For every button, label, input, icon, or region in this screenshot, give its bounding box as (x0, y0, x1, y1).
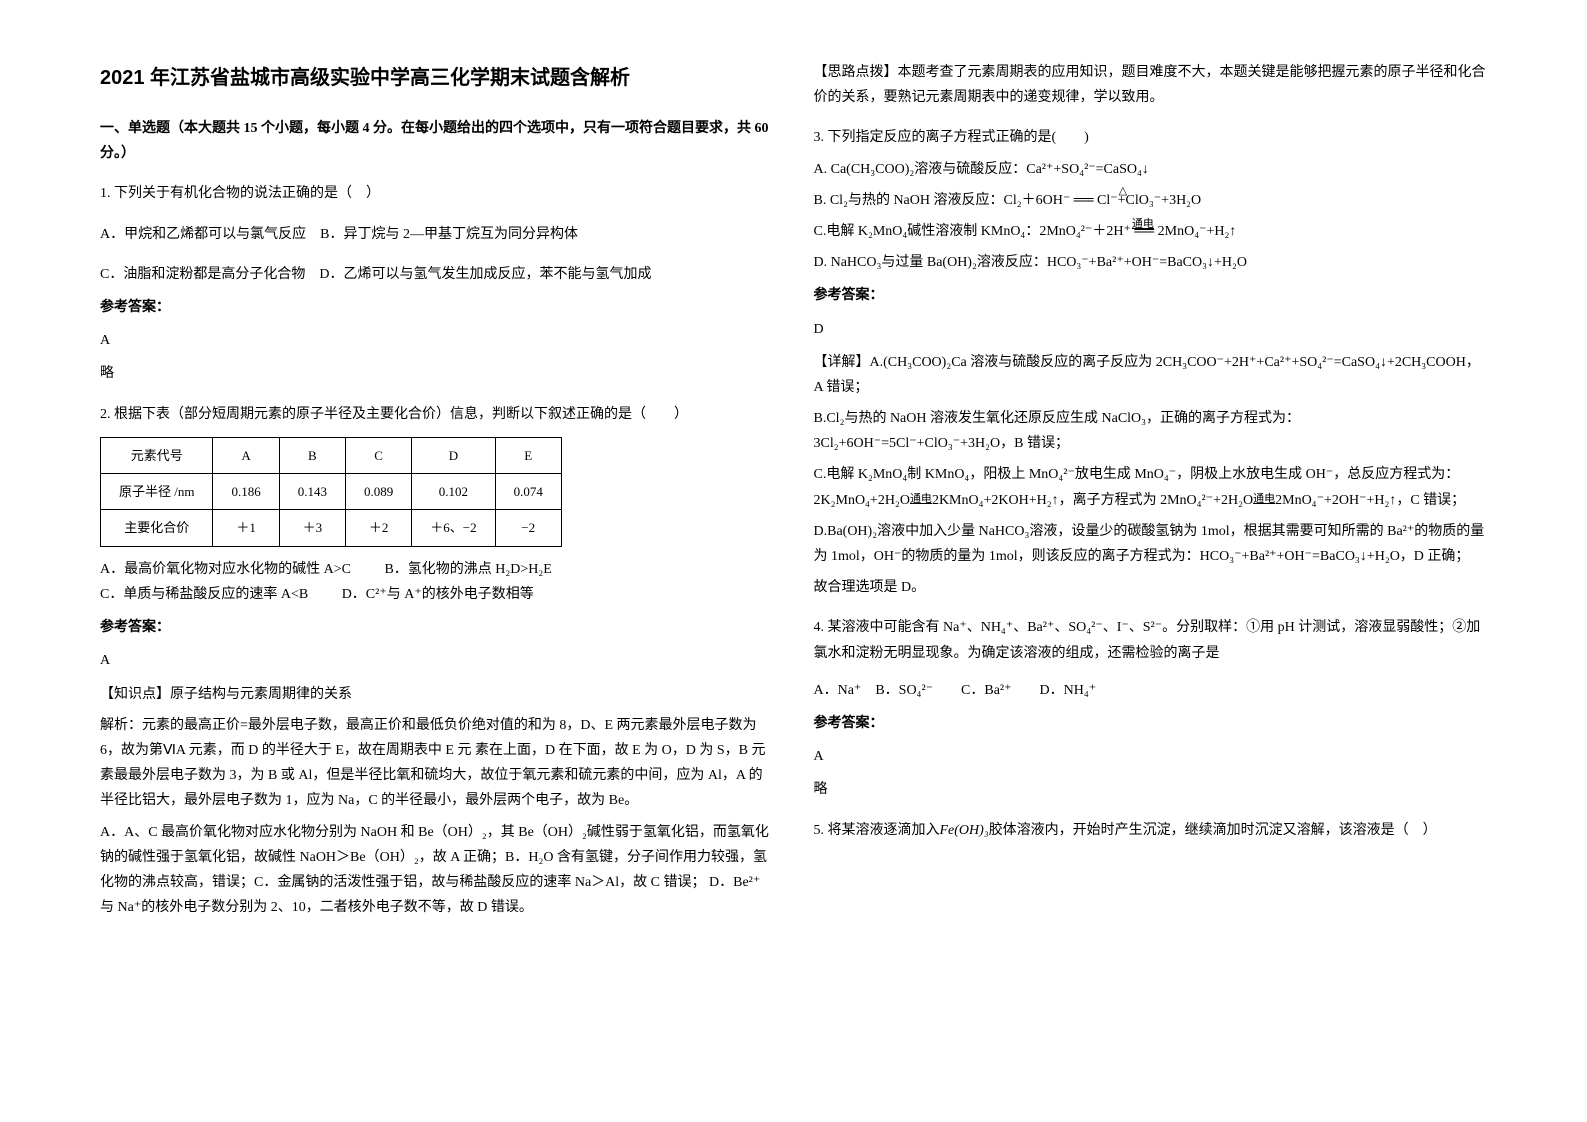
q5-stem: 5. 将某溶液逐滴加入Fe(OH)₃胶体溶液内，开始时产生沉淀，继续滴加时沉淀又… (814, 818, 1488, 843)
tip: 【思路点拨】本题考查了元素周期表的应用知识，题目难度不大，本题关键是能够把握元素… (814, 60, 1488, 110)
th: C (345, 437, 411, 473)
left-column: 2021 年江苏省盐城市高级实验中学高三化学期末试题含解析 一、单选题（本大题共… (80, 60, 794, 1062)
cell: ＋3 (279, 510, 345, 546)
q2-explain-2: A．A、C 最高价氧化物对应水化物分别为 NaOH 和 Be（OH）₂，其 Be… (100, 820, 774, 921)
q3-opt-a: A. Ca(CH₃COO)₂溶液与硫酸反应：Ca²⁺+SO₄²⁻=CaSO₄↓ (814, 157, 1488, 182)
cell: ＋2 (345, 510, 411, 546)
knowledge-label: 【知识点】原子结构与元素周期律的关系 (100, 682, 774, 707)
electro-mark: 通电 (1253, 493, 1275, 505)
th: A (213, 437, 279, 473)
q4-skip: 略 (814, 777, 1488, 802)
q1-stem: 1. 下列关于有机化合物的说法正确的是（ ） (100, 181, 774, 206)
th: E (495, 437, 561, 473)
q3-opt-d: D. NaHCO₃与过量 Ba(OH)₂溶液反应：HCO₃⁻+Ba²⁺+OH⁻=… (814, 250, 1488, 275)
th: D (412, 437, 495, 473)
answer-label: 参考答案： (814, 711, 1488, 736)
question-4: 4. 某溶液中可能含有 Na⁺、NH₄⁺、Ba²⁺、SO₄²⁻、I⁻、S²⁻。分… (814, 615, 1488, 802)
d3-2: 2KMnO₄+2KOH+H₂↑，离子方程式为 2MnO₄²⁻+2H₂O (932, 493, 1253, 508)
q3-opt-c: C.电解 K₂MnO₄碱性溶液制 KMnO₄：2MnO₄²⁻＋2H⁺ ══ 2M… (814, 219, 1488, 244)
th: 元素代号 (101, 437, 213, 473)
q2-opt-a: A．最高价氧化物对应水化物的碱性 A>C (100, 557, 351, 582)
q2-options: A．最高价氧化物对应水化物的碱性 A>C B．氢化物的沸点 H₂D>H₂E C．… (100, 557, 774, 607)
cell: −2 (495, 510, 561, 546)
th: B (279, 437, 345, 473)
answer-label: 参考答案： (100, 615, 774, 640)
question-1: 1. 下列关于有机化合物的说法正确的是（ ） A．甲烷和乙烯都可以与氯气反应 B… (100, 181, 774, 386)
q1-skip: 略 (100, 361, 774, 386)
q2-answer: A (100, 648, 774, 673)
q3-detail-b: B.Cl₂与热的 NaOH 溶液发生氧化还原反应生成 NaClO₃，正确的离子方… (814, 406, 1488, 456)
answer-label: 参考答案： (814, 283, 1488, 308)
q2-opt-c: C．单质与稀盐酸反应的速率 A<B (100, 582, 308, 607)
q5-p2: 胶体溶液内，开始时产生沉淀，继续滴加时沉淀又溶解，该溶液是（ ） (989, 823, 1437, 838)
q4-options: A．Na⁺ B．SO₄²⁻ C．Ba²⁺ D．NH₄⁺ (814, 678, 1488, 703)
electro-mark: 通电 (910, 493, 932, 505)
q2-opt-d: D．C²⁺与 A⁺的核外电子数相等 (342, 582, 534, 607)
electro-mark: 通电 (1132, 218, 1154, 230)
q5-p1: 5. 将某溶液逐滴加入 (814, 823, 940, 838)
cell: 0.186 (213, 474, 279, 510)
q3-detail-a: 【详解】A.(CH₃COO)₂Ca 溶液与硫酸反应的离子反应为 2CH₃COO⁻… (814, 350, 1488, 400)
q3-answer: D (814, 317, 1488, 342)
cell: 0.143 (279, 474, 345, 510)
question-2: 2. 根据下表（部分短周期元素的原子半径及主要化合价）信息，判断以下叙述正确的是… (100, 402, 774, 921)
question-3: 3. 下列指定反应的离子方程式正确的是( ) A. Ca(CH₃COO)₂溶液与… (814, 125, 1488, 600)
q1-opt-ab: A．甲烷和乙烯都可以与氯气反应 B．异丁烷与 2—甲基丁烷互为同分异构体 (100, 222, 774, 247)
cell: ＋1 (213, 510, 279, 546)
q3-stem: 3. 下列指定反应的离子方程式正确的是( ) (814, 125, 1488, 150)
q3-detail-d: D.Ba(OH)₂溶液中加入少量 NaHCO₃溶液，设量少的碳酸氢钠为 1mol… (814, 519, 1488, 569)
right-column: 【思路点拨】本题考查了元素周期表的应用知识，题目难度不大，本题关键是能够把握元素… (794, 60, 1508, 1062)
q3c-text: C.电解 K₂MnO₄碱性溶液制 KMnO₄：2MnO₄²⁻＋2H⁺ ══ 2M… (814, 224, 1237, 239)
triangle-icon: △ (1119, 185, 1127, 197)
cell: 0.089 (345, 474, 411, 510)
q3b-text: B. Cl₂与热的 NaOH 溶液反应：Cl₂＋6OH⁻ ══ Cl⁻+ClO₃… (814, 193, 1202, 208)
q5-formula: Fe(OH)₃ (940, 823, 989, 838)
cell: 0.102 (412, 474, 495, 510)
cell: 原子半径 /nm (101, 474, 213, 510)
q1-answer: A (100, 328, 774, 353)
answer-label: 参考答案： (100, 295, 774, 320)
q3-conclusion: 故合理选项是 D。 (814, 575, 1488, 600)
cell: ＋6、−2 (412, 510, 495, 546)
d3-3: 2MnO₄⁻+2OH⁻+H₂↑，C 错误； (1275, 493, 1465, 508)
section-header: 一、单选题（本大题共 15 个小题，每小题 4 分。在每小题给出的四个选项中，只… (100, 116, 774, 166)
q2-explain-1: 解析：元素的最高正价=最外层电子数，最高正价和最低负价绝对值的和为 8，D、E … (100, 713, 774, 814)
cell: 主要化合价 (101, 510, 213, 546)
q2-stem: 2. 根据下表（部分短周期元素的原子半径及主要化合价）信息，判断以下叙述正确的是… (100, 402, 774, 427)
element-table: 元素代号 A B C D E 原子半径 /nm 0.186 0.143 0.08… (100, 437, 562, 547)
q2-opt-b: B．氢化物的沸点 H₂D>H₂E (384, 557, 551, 582)
q3-detail-c: C.电解 K₂MnO₄制 KMnO₄，阳极上 MnO₄²⁻放电生成 MnO₄⁻，… (814, 462, 1488, 512)
q1-opt-cd: C．油脂和淀粉都是高分子化合物 D．乙烯可以与氢气发生加成反应，苯不能与氢气加成 (100, 262, 774, 287)
cell: 0.074 (495, 474, 561, 510)
doc-title: 2021 年江苏省盐城市高级实验中学高三化学期末试题含解析 (100, 60, 774, 96)
q4-stem: 4. 某溶液中可能含有 Na⁺、NH₄⁺、Ba²⁺、SO₄²⁻、I⁻、S²⁻。分… (814, 615, 1488, 665)
q4-answer: A (814, 744, 1488, 769)
q3-opt-b: B. Cl₂与热的 NaOH 溶液反应：Cl₂＋6OH⁻ ══ Cl⁻+ClO₃… (814, 188, 1488, 213)
question-5: 5. 将某溶液逐滴加入Fe(OH)₃胶体溶液内，开始时产生沉淀，继续滴加时沉淀又… (814, 818, 1488, 843)
